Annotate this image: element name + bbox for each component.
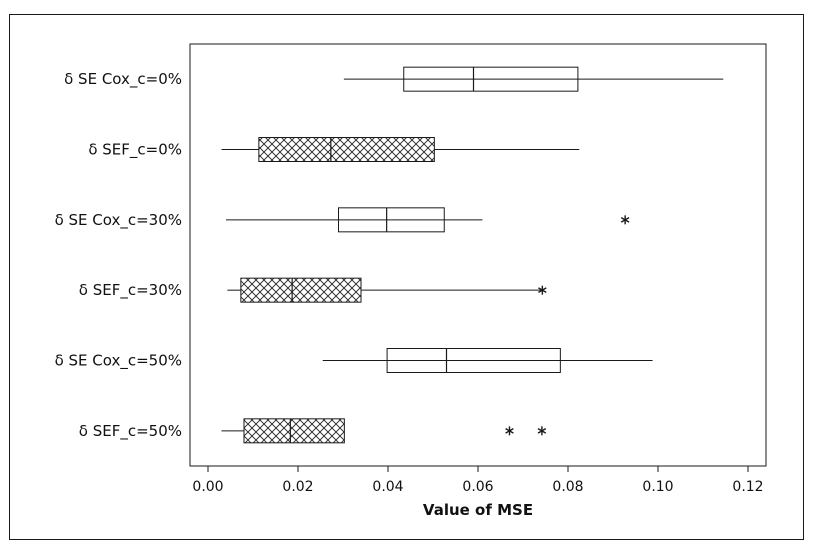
category-labels: δ SE Cox_c=0% δ SEF_c=0% δ SE Cox_c=30% δ S… (55, 70, 182, 441)
outlier-stroke (505, 427, 514, 434)
x-tick-label: 0.00 (192, 479, 223, 495)
x-tick-label: 0.12 (732, 479, 763, 495)
x-axis-title: Value of MSE (423, 501, 533, 519)
box (258, 137, 435, 162)
x-tick-label: 0.04 (372, 479, 403, 495)
box (240, 277, 362, 303)
category-label: δ SEF_c=30% (79, 281, 182, 300)
box-group (227, 277, 547, 303)
category-label: δ SE Cox_c=50% (55, 352, 182, 371)
box-group (322, 348, 653, 373)
outlier-marker (505, 426, 514, 436)
x-axis: 0.00 0.02 0.04 0.06 0.08 0.10 0.12 (192, 466, 764, 495)
boxes-layer (221, 66, 724, 444)
box (243, 418, 345, 444)
box-group (343, 66, 724, 92)
category-label: δ SE Cox_c=0% (64, 70, 182, 89)
x-tick-label: 0.10 (642, 479, 673, 495)
outlier-marker (537, 426, 547, 436)
x-tick-label: 0.08 (552, 479, 583, 495)
category-label: δ SEF_c=50% (79, 422, 182, 441)
category-label: δ SEF_c=0% (88, 141, 182, 160)
category-label: δ SE Cox_c=30% (55, 211, 182, 230)
x-tick-label: 0.02 (282, 479, 313, 495)
outlier-stroke (620, 216, 630, 223)
outlier-marker (620, 215, 630, 225)
outlier-marker (538, 285, 547, 295)
outlier-stroke (538, 287, 547, 294)
figure-frame (9, 14, 804, 540)
plot-area (189, 43, 767, 467)
outlier-stroke (537, 427, 547, 434)
box-group (221, 418, 547, 444)
x-tick-label: 0.06 (462, 479, 493, 495)
box-group (221, 137, 580, 162)
box-group (226, 207, 630, 233)
